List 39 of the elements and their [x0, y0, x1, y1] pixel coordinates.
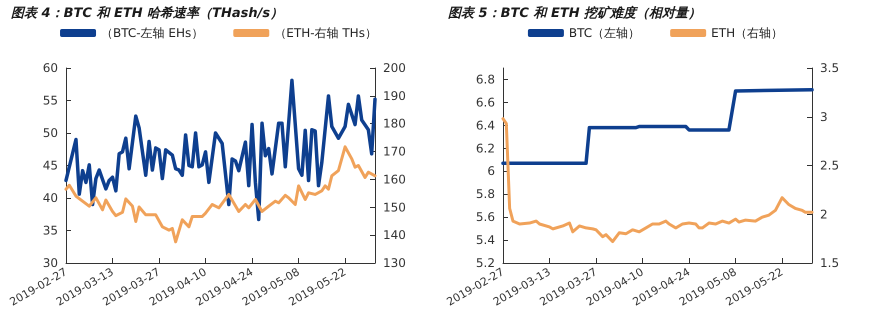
y-tick-label: 30: [42, 256, 58, 270]
line-series: [64, 78, 377, 222]
y2-tick-label: 3: [820, 110, 828, 124]
y2-tick-label: 190: [383, 88, 406, 103]
y-tick-label: 5.8: [476, 187, 495, 202]
y2-tick-label: 150: [383, 200, 406, 214]
legend-label: ETH（右轴）: [711, 26, 784, 40]
chart-title: 图表 5：BTC 和 ETH 挖矿难度（相对量）: [448, 5, 702, 21]
y-tick-label: 40: [42, 191, 58, 205]
y2-tick-label: 2.5: [820, 158, 840, 172]
y2-tick-label: 130: [383, 256, 406, 270]
y-tick-label: 6.6: [476, 95, 495, 110]
y2-tick-label: 180: [383, 116, 406, 131]
y2-tick-label: 3.5: [820, 61, 840, 75]
y2-tick-label: 170: [383, 144, 406, 159]
y-tick-label: 6.4: [476, 118, 495, 132]
y-tick-label: 60: [42, 61, 58, 75]
line-series: [502, 117, 814, 244]
legend-label: （BTC-左轴 EHs）: [101, 26, 204, 40]
y-tick-label: 5.6: [476, 210, 495, 224]
y2-tick-label: 140: [383, 228, 406, 242]
y2-tick-label: 1.5: [820, 256, 840, 270]
y2-tick-label: 200: [383, 61, 406, 75]
y-tick-label: 5.2: [476, 256, 495, 270]
y-tick-label: 6.2: [476, 141, 495, 156]
y2-tick-label: 2: [820, 207, 828, 222]
y-tick-label: 6: [487, 164, 495, 178]
y-tick-label: 5.4: [476, 233, 495, 248]
legend-label: BTC（左轴）: [568, 26, 640, 40]
y-tick-label: 50: [42, 126, 58, 140]
y-tick-label: 35: [42, 224, 58, 238]
y2-tick-label: 160: [383, 172, 406, 186]
y-tick-label: 45: [42, 158, 58, 172]
line-series: [64, 145, 376, 244]
chart-title: 图表 4：BTC 和 ETH 哈希速率（THash/s）: [11, 5, 284, 21]
legend-label: （ETH-右轴 THs）: [274, 26, 377, 40]
y-tick-label: 6.8: [476, 72, 495, 86]
y-tick-label: 55: [42, 94, 58, 108]
line-series: [501, 88, 814, 165]
